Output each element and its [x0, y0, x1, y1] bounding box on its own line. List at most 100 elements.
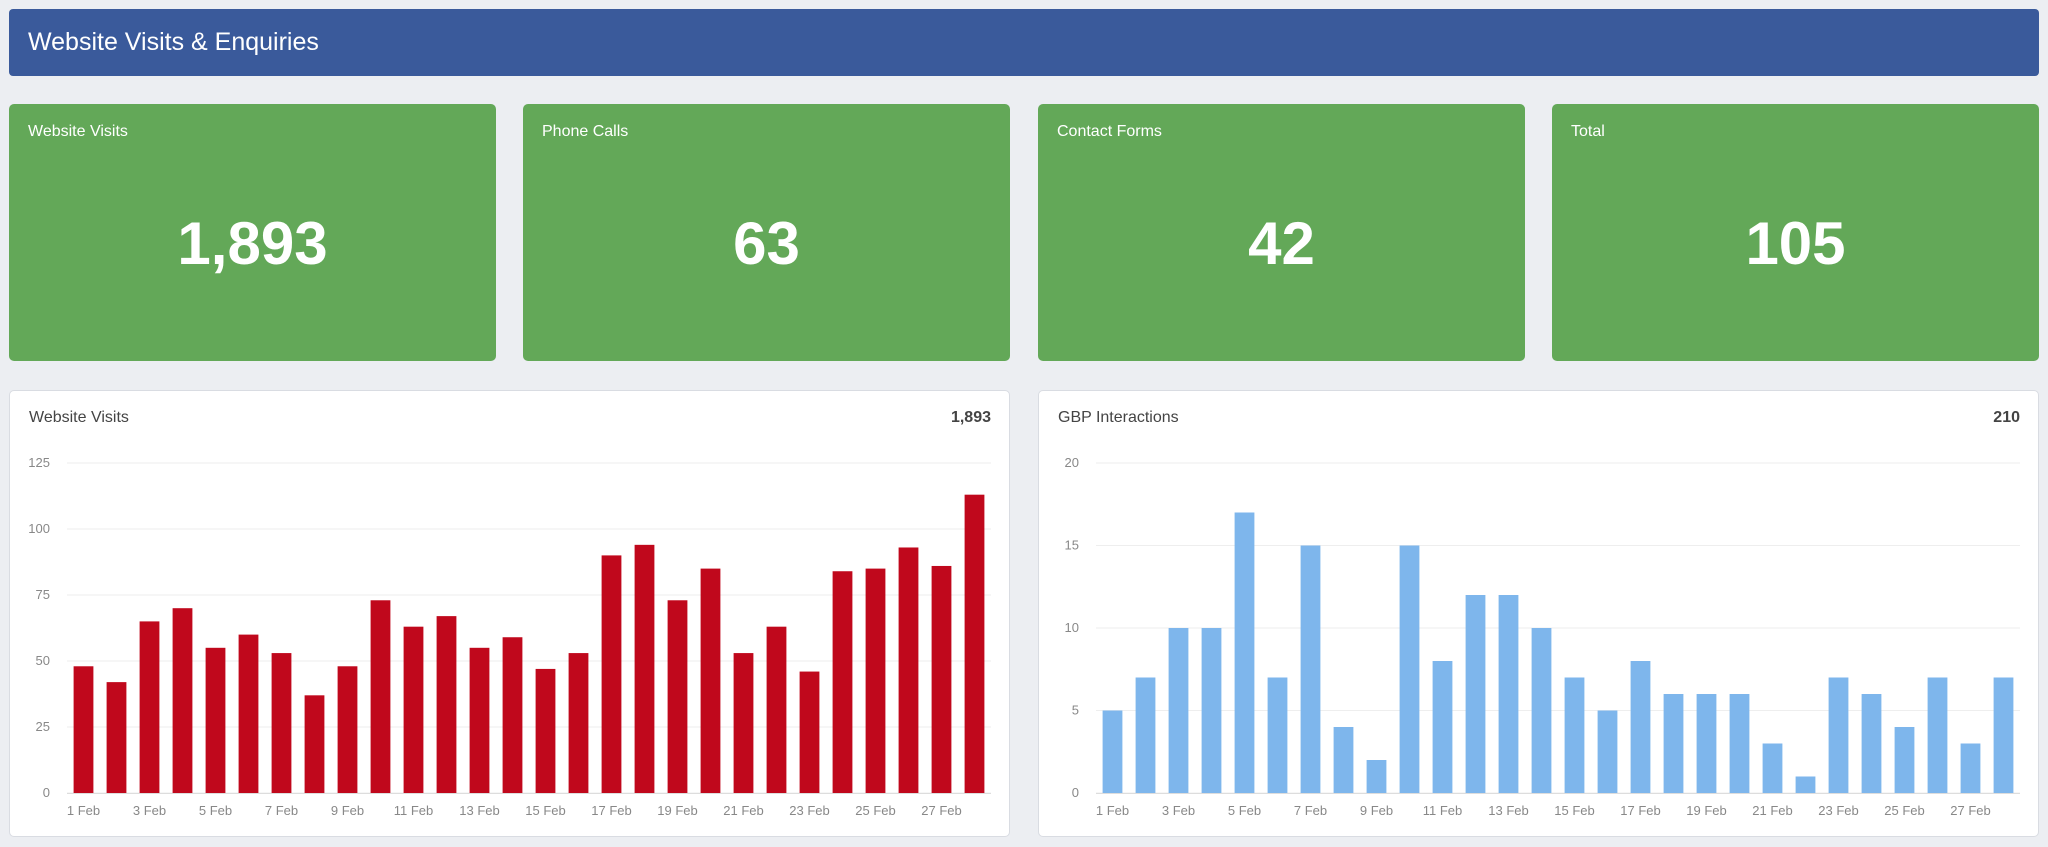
x-tick-label: 11 Feb: [394, 803, 434, 818]
kpi-label: Contact Forms: [1057, 123, 1162, 140]
kpi-card-total: Total 105: [1552, 104, 2039, 361]
bar: [601, 555, 622, 793]
kpi-card-phone-calls: Phone Calls 63: [523, 104, 1010, 361]
x-tick-label: 23 Feb: [1818, 803, 1858, 818]
x-tick-label: 27 Feb: [921, 803, 961, 818]
bar: [1993, 677, 2014, 793]
page-title: Website Visits & Enquiries: [28, 28, 319, 56]
y-tick-label: 0: [43, 785, 50, 800]
bar: [238, 634, 259, 793]
bar: [370, 600, 391, 793]
kpi-card-website-visits: Website Visits 1,893: [9, 104, 496, 361]
bar: [1498, 595, 1519, 793]
x-tick-label: 19 Feb: [1686, 803, 1726, 818]
x-tick-label: 13 Feb: [1488, 803, 1528, 818]
y-tick-label: 15: [1065, 538, 1079, 553]
bar: [832, 571, 853, 793]
x-tick-label: 3 Feb: [1162, 803, 1195, 818]
y-tick-label: 0: [1072, 785, 1079, 800]
bar: [304, 695, 325, 793]
bar: [634, 544, 655, 793]
x-tick-label: 1 Feb: [1096, 803, 1129, 818]
bar: [667, 600, 688, 793]
panel-title: Website Visits: [29, 409, 129, 426]
x-tick-label: 19 Feb: [657, 803, 697, 818]
kpi-value: 1,893: [177, 210, 328, 277]
y-tick-label: 125: [28, 455, 50, 470]
website-visits-chart: 0 25 50 75 100 125 1 Feb 3 Feb 5 Feb 7 Feb 9 Feb 11…: [28, 455, 991, 818]
bar: [1696, 694, 1717, 793]
y-tick-label: 20: [1065, 455, 1079, 470]
bar: [469, 647, 490, 793]
bar: [898, 547, 919, 793]
bar: [1564, 677, 1585, 793]
bar: [1927, 677, 1948, 793]
bar: [766, 626, 787, 793]
bar: [1366, 760, 1387, 793]
bar: [799, 671, 820, 793]
bar: [106, 682, 127, 793]
bar: [1729, 694, 1750, 793]
bar: [403, 626, 424, 793]
bar: [1234, 512, 1255, 793]
bar: [1168, 628, 1189, 793]
x-tick-label: 21 Feb: [723, 803, 763, 818]
x-tick-label: 1 Feb: [67, 803, 100, 818]
bar: [1861, 694, 1882, 793]
bar: [1201, 628, 1222, 793]
bar: [1597, 710, 1618, 793]
x-tick-label: 25 Feb: [855, 803, 895, 818]
y-tick-label: 100: [28, 521, 50, 536]
x-tick-label: 5 Feb: [1228, 803, 1261, 818]
panel-title: GBP Interactions: [1058, 409, 1179, 426]
x-tick-label: 27 Feb: [1950, 803, 1990, 818]
bar: [205, 647, 226, 793]
bar: [1432, 661, 1453, 793]
y-tick-label: 10: [1065, 620, 1079, 635]
bar: [1135, 677, 1156, 793]
bar: [1267, 677, 1288, 793]
x-tick-label: 21 Feb: [1752, 803, 1792, 818]
panel-total: 210: [1993, 409, 2020, 426]
bar: [1960, 743, 1981, 793]
bar: [1894, 727, 1915, 793]
y-tick-label: 50: [36, 653, 50, 668]
bar: [337, 666, 358, 793]
bar: [1102, 710, 1123, 793]
kpi-value: 63: [733, 210, 800, 277]
bar: [1465, 595, 1486, 793]
kpi-label: Website Visits: [28, 123, 128, 140]
x-tick-label: 7 Feb: [1294, 803, 1327, 818]
x-tick-label: 17 Feb: [1620, 803, 1660, 818]
kpi-label: Total: [1571, 123, 1605, 140]
bar: [172, 608, 193, 793]
bar: [1300, 545, 1321, 793]
x-tick-label: 15 Feb: [1554, 803, 1594, 818]
gbp-interactions-chart: 0 5 10 15 20 1 Feb 3 Feb 5 Feb 7 Feb 9 Feb 11 Feb 1…: [1065, 455, 2020, 818]
bar: [700, 568, 721, 793]
bar: [1399, 545, 1420, 793]
x-tick-label: 17 Feb: [591, 803, 631, 818]
page-header: Website Visits & Enquiries: [9, 9, 2039, 76]
bar: [436, 616, 457, 793]
bar: [1663, 694, 1684, 793]
bar: [964, 494, 985, 793]
x-tick-label: 11 Feb: [1423, 803, 1463, 818]
x-tick-label: 23 Feb: [789, 803, 829, 818]
bar: [1333, 727, 1354, 793]
kpi-value: 42: [1248, 210, 1315, 277]
bar: [568, 653, 589, 793]
x-tick-label: 25 Feb: [1884, 803, 1924, 818]
x-tick-label: 3 Feb: [133, 803, 166, 818]
x-tick-label: 13 Feb: [459, 803, 499, 818]
x-tick-label: 7 Feb: [265, 803, 298, 818]
bar: [139, 621, 160, 793]
bar: [535, 668, 556, 793]
x-tick-label: 5 Feb: [199, 803, 232, 818]
bar: [1531, 628, 1552, 793]
bar: [733, 653, 754, 793]
bar: [1630, 661, 1651, 793]
bar: [1762, 743, 1783, 793]
bar: [865, 568, 886, 793]
bar: [1828, 677, 1849, 793]
